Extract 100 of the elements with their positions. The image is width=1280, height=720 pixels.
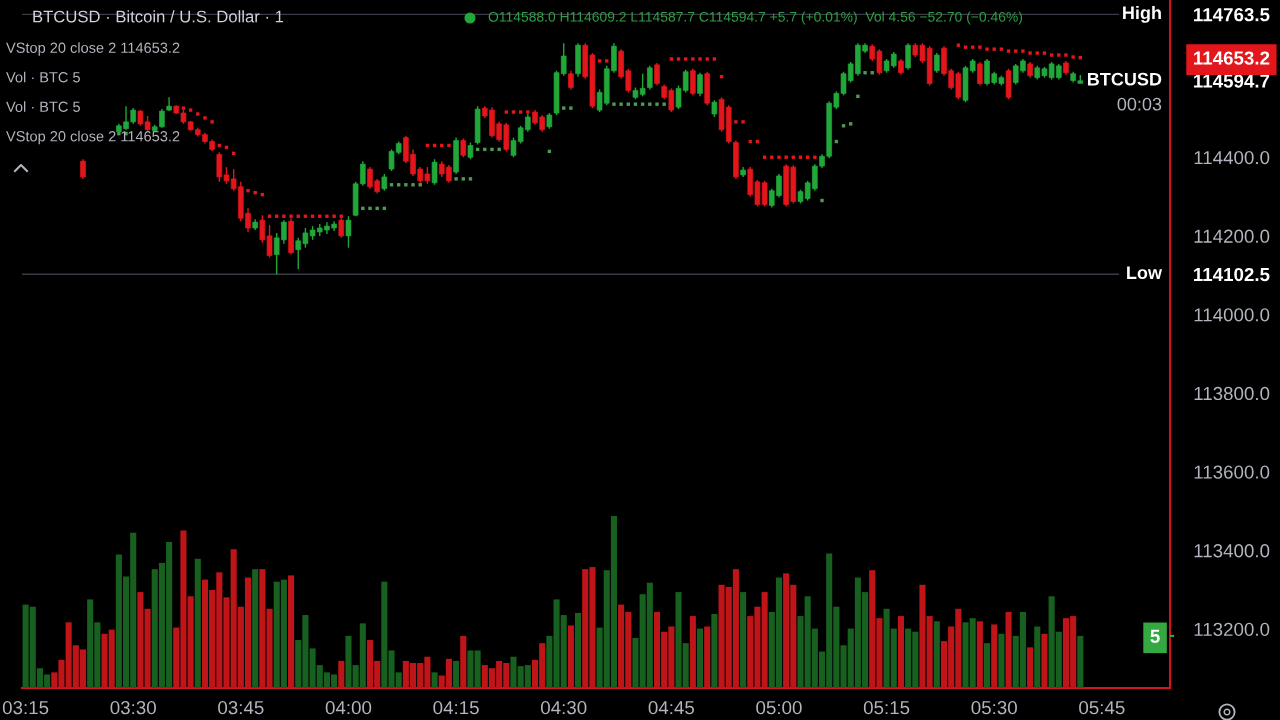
bar [144,608,151,688]
point [468,177,473,181]
candlestick [460,137,467,158]
point [361,206,365,211]
point [863,71,867,75]
ref-line-label: Low [1127,266,1163,280]
x-tick-label: 03:30 [110,701,156,715]
bar [761,592,768,688]
annotation: Vol · BTC 5 [6,71,80,83]
candlestick [345,215,352,249]
bar [460,635,467,688]
bar [474,650,481,688]
annotation: Vol · BTC 5 [6,101,80,112]
y-tick-label: 5 [1150,629,1160,643]
point [648,102,652,106]
bar [567,625,574,688]
point [655,102,659,106]
bar [1005,611,1012,688]
candlestick [690,68,696,97]
annotation: VStop 20 close 2 114653.2 [6,130,180,145]
candlestick [905,42,911,71]
candlestick [80,158,86,180]
candlestick [934,52,940,74]
point [849,122,853,126]
point [640,102,645,106]
point [612,102,616,106]
point [562,106,566,110]
bar [467,650,474,688]
point [662,102,666,106]
x-tick-label: 04:15 [433,701,479,715]
bar [187,596,194,688]
bar [137,592,144,688]
chart-title: BTCUSD · Bitcoin / U.S. Dollar · 1 [33,10,284,23]
bar [696,628,704,688]
bar [453,660,460,688]
x-tick-label: 04:00 [325,701,372,715]
point [633,102,638,106]
candlestick [568,70,574,91]
bar [1077,635,1084,688]
point [375,206,379,211]
bar [976,621,983,688]
y-tick-label: 114102.5 [1194,267,1270,282]
point [569,106,573,110]
point [490,147,494,152]
bar [252,569,259,688]
candlestick [647,65,653,91]
point [841,124,846,128]
point [619,102,623,106]
ref-line-label: High [1123,5,1161,23]
point [626,102,630,106]
point [497,147,501,152]
text: O114588.0 H114609.2 L114587.7 C114594.7 +5.7 (+0.01%) Vol 4.56 −52.70 (−0.46%) [488,11,1023,25]
bar [431,672,438,688]
bar [1041,633,1048,688]
y-tick-label: 114763.5 [1194,8,1270,22]
annotation: VStop 20 close 2 114653.2 [6,42,180,56]
candlestick [977,61,983,87]
y-tick-label: 114594.7 [1194,74,1270,88]
candlestick [697,72,703,98]
bar [1034,626,1041,688]
x-tick-label: 05:30 [971,701,1017,715]
point [404,183,408,187]
bar [740,592,747,688]
bar [194,558,201,688]
bar [897,616,904,688]
x-tick-label: 03:45 [218,701,264,715]
bar [933,621,940,688]
y-tick-label: 114200.0 [1194,229,1270,243]
bar [338,660,345,688]
point [411,183,415,187]
x-tick-label: 03:15 [2,701,49,715]
y-tick-label: 114653.2 [1194,51,1270,65]
point [820,198,824,203]
bar [575,612,582,688]
annotation: 00:03 [1117,97,1162,111]
x-tick-label: 04:45 [648,701,695,715]
point [454,177,458,181]
point [368,206,372,211]
bar [1027,647,1034,688]
candlestick [654,62,660,87]
x-tick-label: 05:00 [756,701,802,715]
bar [711,613,718,688]
point [856,94,860,99]
candlestick [338,217,345,239]
y-tick-label: 114400.0 [1194,150,1270,165]
bar [998,633,1005,688]
y-tick-label: 113800.0 [1194,386,1270,401]
bar [689,616,696,688]
y-tick-label: 113200.0 [1194,622,1270,637]
y-tick-label: 113400.0 [1194,544,1270,558]
bar [991,624,998,688]
y-tick-label: 114000.0 [1194,308,1270,322]
x-tick-label: 05:15 [863,701,910,715]
bar [704,626,711,688]
annotation: BTCUSD [1087,72,1162,86]
bar [983,643,991,688]
point [461,177,465,181]
candlestick [431,158,438,186]
x-tick-label: 05:45 [1079,701,1125,715]
bar [288,575,295,688]
